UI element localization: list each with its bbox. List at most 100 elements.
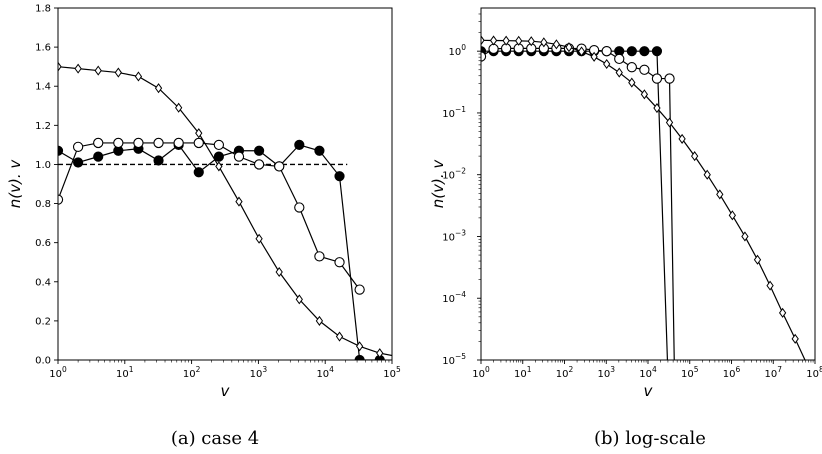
open-diamond-marker	[678, 133, 686, 144]
open-diamond-marker	[295, 294, 303, 305]
filled-circle-marker	[213, 151, 224, 162]
open-circle-marker	[314, 251, 325, 262]
x-tick-label: 100	[472, 365, 490, 380]
filled-circle-marker	[626, 46, 637, 57]
open-diamond-marker	[703, 169, 711, 180]
open-diamond-marker	[603, 58, 611, 70]
open-circle-marker	[72, 141, 84, 152]
series-line	[58, 142, 361, 290]
series-line	[58, 144, 380, 360]
x-tick-label: 101	[116, 365, 134, 380]
open-circle-marker	[488, 43, 499, 55]
filled-circle-marker	[153, 155, 164, 166]
open-diamond-marker	[665, 117, 674, 128]
open-diamond-marker	[275, 266, 283, 278]
open-circle-marker	[233, 151, 245, 162]
y-tick-label: 0.2	[35, 316, 51, 327]
filled-circle-marker	[314, 145, 325, 156]
open-circle-marker	[481, 51, 487, 62]
open-circle-marker	[614, 53, 625, 65]
y-tick-label: 1.6	[35, 43, 51, 54]
filled-circle-marker	[334, 171, 345, 182]
open-diamond-marker	[766, 280, 774, 291]
y-tick-label: 10−1	[442, 105, 466, 120]
open-diamond-marker	[716, 189, 724, 200]
open-diamond-marker	[577, 46, 586, 57]
x-tick-label: 105	[681, 365, 699, 380]
panel-caption: (b) log-scale	[594, 428, 706, 449]
x-axis-label: v	[221, 382, 231, 400]
open-diamond-marker	[154, 83, 163, 94]
x-tick-label: 108	[806, 365, 822, 380]
x-tick-label: 106	[723, 365, 741, 380]
open-circle-marker	[173, 137, 184, 149]
open-circle-marker	[354, 284, 365, 295]
open-circle-marker	[113, 137, 124, 149]
open-diamond-marker	[540, 37, 548, 48]
x-tick-label: 102	[183, 365, 201, 380]
open-diamond-marker	[590, 51, 598, 62]
open-circle-marker	[664, 73, 675, 84]
open-circle-marker	[601, 46, 612, 57]
y-tick-label: 100	[448, 43, 466, 58]
open-circle-marker	[213, 139, 225, 151]
open-circle-marker	[193, 137, 204, 149]
open-diamond-marker	[195, 128, 203, 139]
x-tick-label: 104	[639, 365, 657, 380]
open-diamond-marker	[397, 353, 403, 361]
open-diamond-marker	[502, 35, 510, 46]
filled-circle-marker	[193, 167, 204, 178]
open-circle-marker	[651, 73, 663, 84]
open-diamond-marker	[481, 35, 485, 46]
open-diamond-marker	[778, 307, 787, 318]
open-diamond-marker	[58, 61, 62, 72]
open-diamond-marker	[489, 35, 498, 46]
x-tick-label: 101	[514, 365, 532, 380]
open-diamond-marker	[315, 315, 324, 326]
open-diamond-marker	[255, 233, 263, 244]
y-tick-label: 1.4	[35, 82, 51, 93]
filled-circle-marker	[73, 157, 84, 168]
open-circle-marker	[334, 257, 345, 268]
open-diamond-marker	[376, 348, 384, 359]
y-axis-label: n(v). v	[429, 159, 447, 209]
open-diamond-marker	[565, 42, 573, 53]
y-tick-label: 0.4	[35, 277, 51, 288]
y-tick-label: 1.0	[35, 160, 51, 171]
axes-frame	[57, 7, 393, 361]
open-diamond-marker	[552, 39, 561, 50]
y-tick-label: 10−5	[442, 352, 466, 367]
filled-circle-marker	[253, 145, 265, 156]
y-tick-label: 0.6	[35, 238, 51, 249]
open-diamond-marker	[335, 331, 344, 342]
open-diamond-marker	[355, 341, 364, 352]
filled-circle-marker	[651, 46, 663, 57]
y-axis-label: n(v). v	[6, 159, 24, 209]
y-tick-label: 10−4	[442, 290, 466, 305]
open-diamond-marker	[114, 67, 122, 78]
x-tick-label: 103	[250, 365, 268, 380]
open-diamond-marker	[741, 231, 749, 242]
y-tick-label: 10−2	[442, 167, 466, 182]
x-tick-label: 104	[316, 365, 334, 380]
x-tick-label: 102	[556, 365, 574, 380]
open-diamond-marker	[728, 210, 737, 221]
open-circle-marker	[626, 62, 637, 73]
plot-area	[58, 61, 403, 361]
panel-a: 100 101 102 103 104 105 0.0 0.2 0.4 0.6 0.8 1.0 1.2 1…	[6, 4, 403, 450]
y-tick-label: 0.0	[35, 356, 51, 367]
open-circle-marker	[133, 137, 144, 149]
open-diamond-marker	[615, 67, 623, 78]
panel-caption: (a) case 4	[171, 428, 259, 449]
y-tick-label: 1.8	[35, 4, 51, 15]
filled-circle-marker	[93, 151, 104, 162]
open-circle-marker	[274, 161, 285, 172]
filled-circle-marker	[294, 139, 305, 150]
open-circle-marker	[294, 202, 305, 213]
open-circle-marker	[253, 159, 265, 170]
open-diamond-marker	[628, 77, 636, 88]
axes-frame	[480, 7, 816, 361]
series-line	[58, 66, 392, 357]
open-diamond-marker	[640, 89, 649, 100]
